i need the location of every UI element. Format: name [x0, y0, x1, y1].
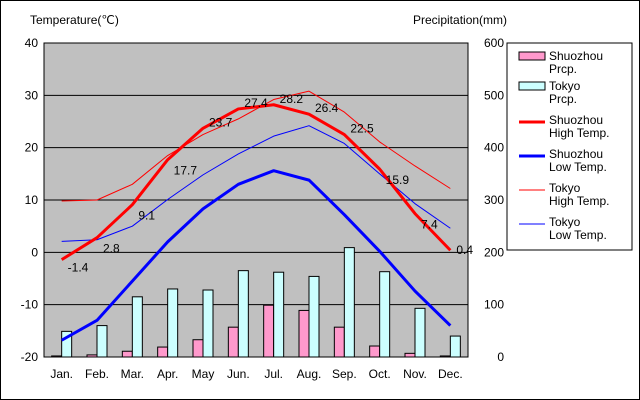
precip-bar — [298, 309, 310, 358]
legend-label: Tokyo — [549, 181, 581, 195]
legend-label: Low Temp. — [549, 228, 607, 242]
precip-bar — [167, 288, 179, 358]
x-tick: Feb. — [85, 367, 109, 381]
x-tick: Oct. — [369, 367, 391, 381]
gridlines — [44, 94, 468, 306]
precip-bar — [227, 326, 239, 358]
temp-line — [60, 103, 452, 261]
y-tick-left: 10 — [25, 193, 39, 207]
data-labels: -1.4 2.8 9.1 17.7 23.7 27.4 28.2 26.4 22.5 15.9 7.… — [68, 92, 474, 275]
plot-border — [43, 42, 469, 358]
legend-label: Tokyo — [549, 79, 581, 93]
precip-bar — [237, 270, 249, 358]
precip-bar — [308, 275, 320, 358]
precip-bar — [192, 339, 204, 358]
precip-bar — [131, 296, 143, 358]
data-label: 0.4 — [456, 243, 473, 257]
y-tick-left: 40 — [25, 36, 39, 50]
data-label: 22.5 — [350, 122, 374, 136]
temp-line — [60, 169, 452, 342]
y-axis-label-right: Precipitation(mm) — [413, 13, 507, 27]
y-tick-left: 30 — [25, 88, 39, 102]
x-tick: Dec. — [438, 367, 463, 381]
x-tick: Jan. — [50, 367, 73, 381]
x-tick: Sep. — [332, 367, 357, 381]
precip-bar — [379, 271, 391, 358]
precip-bar — [121, 350, 133, 358]
data-label: 7.4 — [421, 218, 438, 232]
precip-bar — [273, 271, 285, 358]
y-tick-right: 600 — [484, 36, 504, 50]
precip-bar — [96, 325, 108, 358]
data-label: 26.4 — [315, 101, 339, 115]
precip-bar — [343, 247, 355, 358]
legend-box — [506, 42, 633, 251]
y-tick-right: 400 — [484, 141, 504, 155]
legend-label: Prcp. — [549, 62, 577, 76]
precip-bar — [263, 304, 275, 358]
legend-label: Low Temp. — [549, 160, 607, 174]
legend-label: High Temp. — [549, 126, 609, 140]
legend-label: Shuozhou — [549, 147, 603, 161]
precip-bar — [333, 326, 345, 358]
x-tick: May — [192, 367, 215, 381]
y-tick-left: 0 — [31, 245, 38, 259]
y-tick-left: 20 — [25, 141, 39, 155]
legend-label: High Temp. — [549, 194, 609, 208]
legend-label: Prcp. — [549, 92, 577, 106]
y-tick-left: -20 — [21, 350, 39, 364]
legend-swatch — [518, 81, 546, 91]
legend-label: Tokyo — [549, 215, 581, 229]
y-tick-right: 0 — [497, 350, 504, 364]
y-axis-label-left: Temperature(℃) — [30, 13, 119, 27]
x-tick: Mar. — [121, 367, 144, 381]
x-tick: Jul. — [264, 367, 283, 381]
temperature-lines — [60, 90, 452, 342]
precip-bar — [157, 346, 169, 358]
precip-bar — [449, 335, 461, 358]
legend-label: Shuozhou — [549, 113, 603, 127]
y-tick-right: 100 — [484, 298, 504, 312]
precip-bar — [202, 289, 214, 358]
legend-swatch — [518, 51, 546, 61]
y-tick-right: 500 — [484, 88, 504, 102]
data-label: 28.2 — [280, 92, 304, 106]
x-tick: Apr. — [157, 367, 178, 381]
y-tick-right: 200 — [484, 245, 504, 259]
precip-bar — [369, 345, 381, 358]
y-tick-right: 300 — [484, 193, 504, 207]
data-label: 15.9 — [386, 173, 410, 187]
data-label: 27.4 — [244, 96, 268, 110]
data-label: 17.7 — [174, 164, 198, 178]
temp-line — [61, 90, 451, 202]
x-tick: Jun. — [227, 367, 250, 381]
x-tick: Nov. — [403, 367, 427, 381]
data-label: 23.7 — [209, 115, 233, 129]
legend-label: Shuozhou — [549, 49, 603, 63]
precip-bar — [404, 352, 416, 358]
x-tick: Aug. — [297, 367, 322, 381]
data-label: -1.4 — [68, 261, 89, 275]
data-label: 2.8 — [103, 242, 120, 256]
y-tick-left: -10 — [21, 298, 39, 312]
data-label: 9.1 — [138, 209, 155, 223]
precip-bar — [414, 307, 426, 358]
